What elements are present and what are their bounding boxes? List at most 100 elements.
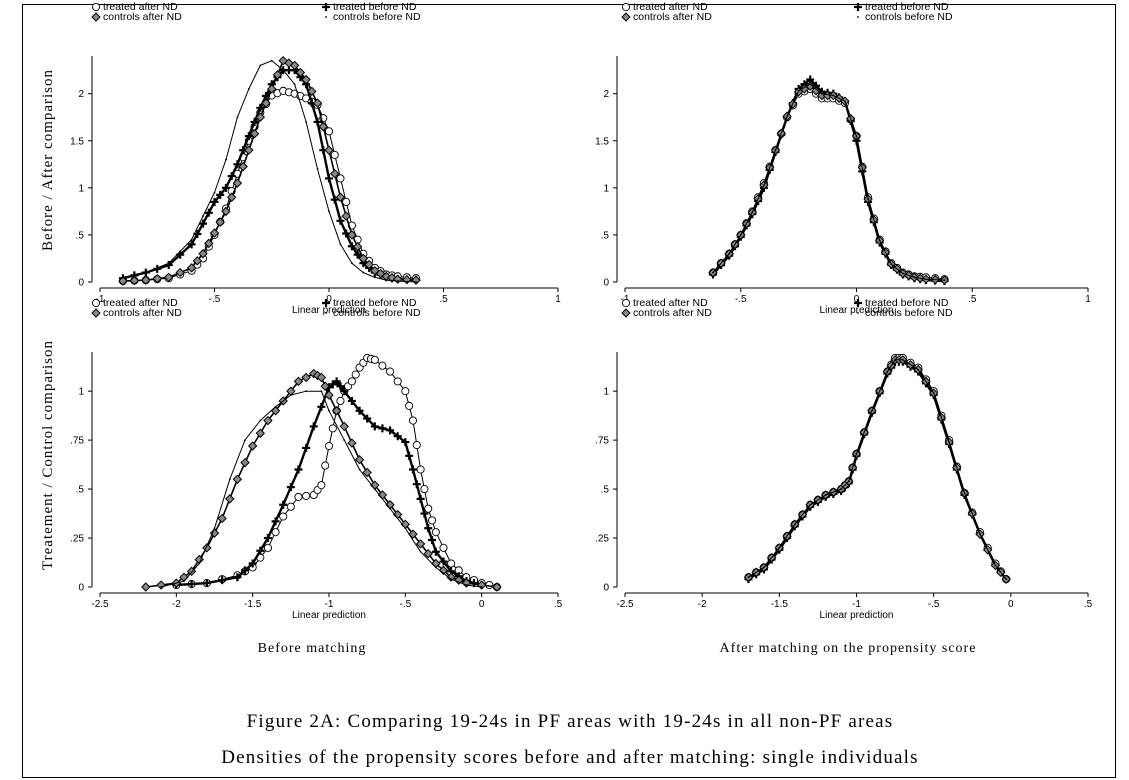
x-tick-label: -.5 — [399, 599, 411, 610]
x-tick-label: .5 — [554, 599, 563, 610]
data-point — [393, 432, 402, 441]
column-label-after: After matching on the propensity score — [720, 641, 977, 656]
x-tick-label: 1 — [1085, 294, 1091, 305]
data-point — [832, 94, 835, 97]
data-point — [215, 217, 225, 227]
data-point — [294, 465, 303, 474]
data-point — [416, 465, 425, 474]
data-point — [187, 240, 196, 249]
data-point — [209, 528, 220, 538]
data-point — [994, 564, 997, 567]
data-point — [415, 281, 417, 283]
data-point — [259, 64, 262, 67]
legend-marker — [91, 298, 101, 308]
data-point — [282, 69, 285, 72]
data-point — [317, 481, 326, 490]
data-point — [317, 402, 326, 411]
data-point — [227, 172, 236, 181]
data-point — [855, 452, 858, 455]
data-point — [183, 580, 185, 583]
data-point — [294, 492, 303, 501]
series-line — [712, 78, 945, 283]
legend-label: treated after ND — [103, 297, 178, 309]
data-point — [878, 239, 881, 242]
data-point — [492, 582, 502, 592]
y-tick-label: 1 — [78, 387, 84, 398]
data-point — [358, 468, 361, 471]
legend-label: controls after ND — [103, 307, 182, 319]
data-point — [272, 70, 283, 80]
data-point — [447, 559, 456, 568]
data-point — [747, 576, 750, 579]
data-point — [256, 546, 265, 555]
data-point — [267, 84, 277, 94]
data-point — [411, 275, 421, 285]
x-tick-label: 0 — [854, 294, 860, 305]
data-point — [313, 117, 322, 126]
legend-marker — [91, 2, 101, 12]
data-point — [167, 262, 170, 265]
series-line — [122, 68, 417, 282]
data-point — [774, 149, 777, 152]
data-point — [324, 127, 334, 136]
data-point — [156, 580, 166, 590]
data-point — [386, 367, 395, 376]
data-point — [401, 387, 410, 396]
data-point — [271, 528, 280, 537]
series-controls-after-nd — [743, 355, 1011, 584]
data-point — [209, 228, 220, 238]
legend-label: treated after ND — [633, 1, 708, 13]
data-point — [362, 271, 365, 274]
data-point — [247, 441, 258, 451]
data-point — [363, 414, 372, 423]
data-point — [347, 396, 356, 405]
data-point — [408, 416, 418, 425]
data-point — [321, 461, 330, 470]
x-tick-label: 0 — [479, 599, 485, 610]
data-point — [901, 358, 904, 361]
data-point — [434, 566, 437, 569]
data-point — [217, 513, 227, 524]
data-point — [340, 387, 349, 396]
data-point — [199, 219, 208, 228]
data-point — [279, 500, 288, 509]
data-point — [797, 89, 800, 92]
series-line — [122, 90, 417, 282]
data-point — [228, 478, 231, 481]
data-point — [351, 262, 353, 265]
data-point — [144, 271, 147, 274]
data-point — [330, 195, 339, 204]
data-point — [248, 559, 257, 568]
data-point — [221, 206, 231, 217]
legend-marker — [325, 16, 327, 18]
panel-bottom-right: -2.5 -2 -1.5 -1 -.5 0 .5 0 .25 .5 .75 1 Linear predi… — [595, 297, 1093, 621]
data-point — [378, 361, 387, 370]
data-point — [820, 92, 823, 95]
data-point — [232, 178, 243, 188]
data-point — [233, 573, 242, 582]
y-tick-label: 1 — [78, 183, 84, 194]
data-point — [213, 191, 216, 194]
data-point — [263, 415, 273, 426]
y-tick-label: 2 — [78, 89, 84, 100]
y-tick-label: .25 — [595, 534, 609, 545]
x-tick-label: -1 — [325, 599, 334, 610]
data-point — [271, 517, 280, 526]
data-point — [424, 504, 433, 513]
data-point — [763, 566, 765, 569]
data-point — [336, 216, 345, 225]
data-point — [244, 145, 254, 155]
data-point — [355, 406, 364, 415]
data-point — [301, 372, 311, 383]
data-point — [894, 358, 896, 361]
data-point — [352, 241, 363, 252]
data-point — [202, 579, 211, 588]
y-tick-label: 0 — [78, 583, 84, 594]
data-point — [932, 392, 935, 395]
data-point — [354, 455, 365, 465]
x-tick-label: -2.5 — [91, 599, 109, 610]
series-controls-before-nd — [160, 390, 483, 588]
series-treated-before-nd — [172, 377, 486, 590]
legend: treated after ND treated before NDcontrol… — [621, 1, 953, 23]
